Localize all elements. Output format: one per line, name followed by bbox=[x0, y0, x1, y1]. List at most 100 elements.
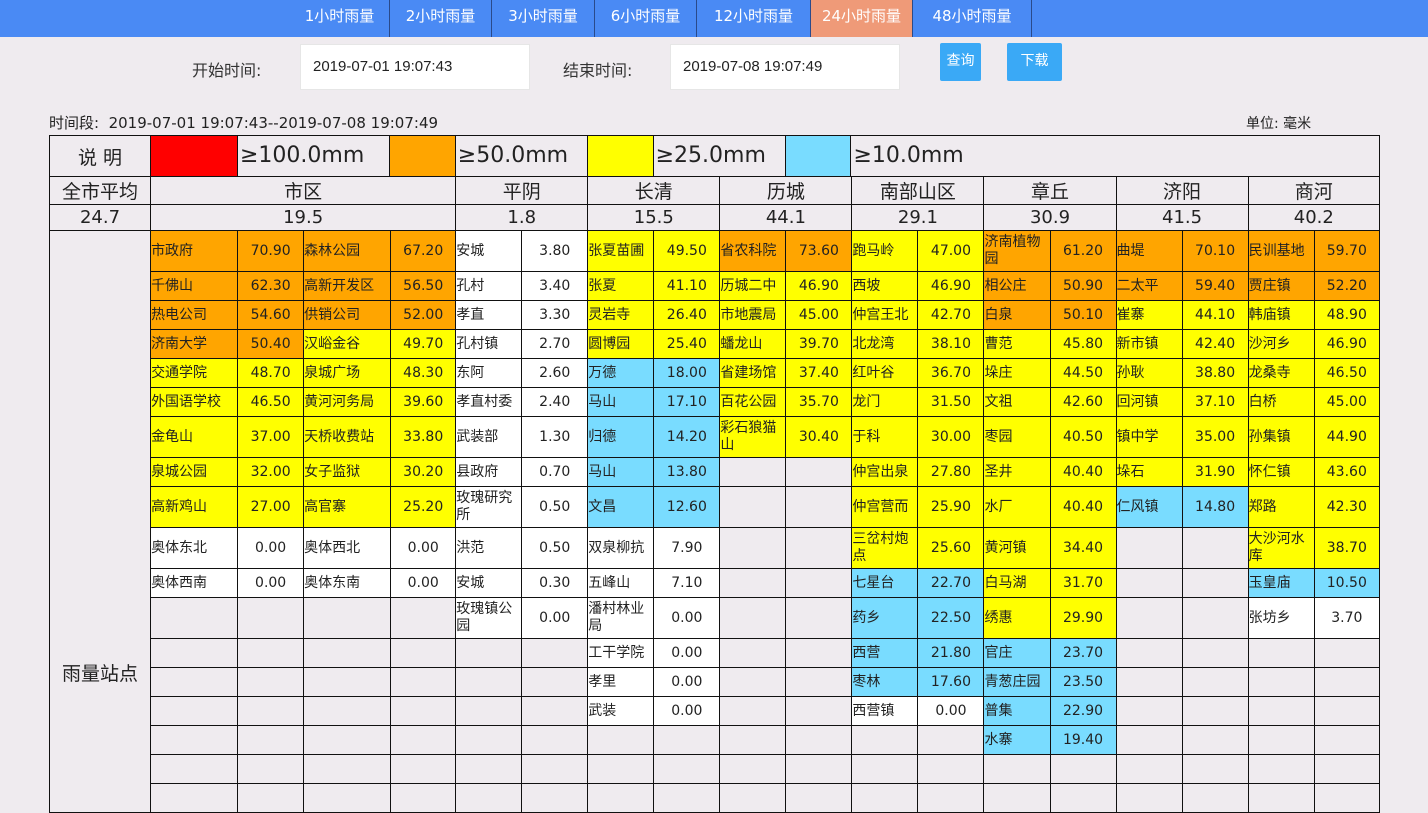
table-row: 玫瑰镇公园 0.00 潘村林业局 0.00 药乡 22.50 绣惠 29.90 张坊乡 3.70 bbox=[50, 597, 1381, 639]
station-value: 33.80 bbox=[390, 416, 457, 458]
station-value: 0.00 bbox=[917, 696, 985, 726]
station-value: 31.50 bbox=[917, 387, 985, 417]
station-name: 崔寨 bbox=[1115, 300, 1183, 330]
end-time-input[interactable]: 2019-07-08 19:07:49 bbox=[670, 44, 900, 90]
station-name: 曹范 bbox=[983, 329, 1051, 359]
station-name: 黄河镇 bbox=[983, 527, 1051, 569]
table-row: 外国语学校 46.50 黄河河务局 39.60 孝直村委 2.40 马山 17.10 百花公园 3… bbox=[50, 387, 1381, 417]
station-value: 0.00 bbox=[237, 527, 305, 569]
tab-24小时雨量[interactable]: 24小时雨量 bbox=[811, 0, 913, 37]
station-value bbox=[785, 568, 853, 598]
district-avg: 19.5 bbox=[150, 204, 457, 231]
station-value: 42.60 bbox=[1049, 387, 1117, 417]
station-name bbox=[303, 696, 392, 726]
district-header: 商河 bbox=[1247, 176, 1381, 205]
station-name: 孔村镇 bbox=[455, 329, 523, 359]
station-name: 黄河河务局 bbox=[303, 387, 392, 417]
station-value: 0.50 bbox=[521, 527, 589, 569]
station-name bbox=[1115, 667, 1183, 697]
station-name: 万德 bbox=[587, 358, 655, 388]
station-value: 54.60 bbox=[237, 300, 305, 330]
station-name bbox=[1115, 725, 1183, 755]
tab-6小时雨量[interactable]: 6小时雨量 bbox=[595, 0, 697, 37]
station-value: 35.00 bbox=[1181, 416, 1249, 458]
start-time-input[interactable]: 2019-07-01 19:07:43 bbox=[300, 44, 530, 90]
station-name bbox=[719, 457, 787, 487]
station-value: 3.40 bbox=[521, 271, 589, 301]
station-name bbox=[455, 725, 523, 755]
station-name: 北龙湾 bbox=[851, 329, 919, 359]
end-time-label: 结束时间: bbox=[563, 61, 633, 80]
station-name: 奥体西北 bbox=[303, 527, 392, 569]
station-name: 高新开发区 bbox=[303, 271, 392, 301]
station-value bbox=[1313, 783, 1381, 813]
station-value bbox=[785, 638, 853, 668]
station-name bbox=[1247, 754, 1315, 784]
rainfall-table: 说 明 ≥100.0mm ≥50.0mm ≥25.0mm ≥10.0mm 全市平均 市区… bbox=[48, 135, 1381, 813]
station-value: 39.60 bbox=[390, 387, 457, 417]
station-name: 高新鸡山 bbox=[150, 486, 239, 528]
station-value bbox=[1181, 696, 1249, 726]
station-value: 73.60 bbox=[785, 230, 853, 272]
station-value bbox=[785, 696, 853, 726]
station-value: 0.00 bbox=[521, 597, 589, 639]
station-value: 10.50 bbox=[1313, 568, 1381, 598]
station-value: 17.60 bbox=[917, 667, 985, 697]
station-name: 西营镇 bbox=[851, 696, 919, 726]
district-avg: 1.8 bbox=[455, 204, 589, 231]
tab-48小时雨量[interactable]: 48小时雨量 bbox=[913, 0, 1032, 37]
station-name: 奥体西南 bbox=[150, 568, 239, 598]
station-name bbox=[719, 568, 787, 598]
station-name: 马山 bbox=[587, 457, 655, 487]
station-name: 沙河乡 bbox=[1247, 329, 1315, 359]
station-name: 泉城公园 bbox=[150, 457, 239, 487]
station-value bbox=[1181, 754, 1249, 784]
station-name: 孝直村委 bbox=[455, 387, 523, 417]
station-value: 12.60 bbox=[653, 486, 721, 528]
station-value: 2.70 bbox=[521, 329, 589, 359]
district-header: 南部山区 bbox=[851, 176, 985, 205]
station-value: 25.20 bbox=[390, 486, 457, 528]
station-value bbox=[653, 783, 721, 813]
table-row: 孝里 0.00 枣林 17.60 青葱庄园 23.50 bbox=[50, 667, 1381, 697]
station-name: 绣惠 bbox=[983, 597, 1051, 639]
station-value: 0.00 bbox=[653, 696, 721, 726]
query-button[interactable]: 查询 bbox=[940, 43, 981, 81]
station-value bbox=[237, 667, 305, 697]
download-button[interactable]: 下载 bbox=[1007, 43, 1062, 81]
station-value bbox=[917, 783, 985, 813]
station-name bbox=[1115, 754, 1183, 784]
station-value: 46.50 bbox=[237, 387, 305, 417]
station-name: 仲宫营而 bbox=[851, 486, 919, 528]
tab-2小时雨量[interactable]: 2小时雨量 bbox=[390, 0, 492, 37]
station-name bbox=[1247, 725, 1315, 755]
station-name bbox=[1115, 527, 1183, 569]
station-value bbox=[653, 754, 721, 784]
station-value: 0.00 bbox=[237, 568, 305, 598]
station-name: 五峰山 bbox=[587, 568, 655, 598]
station-name: 枣林 bbox=[851, 667, 919, 697]
station-name: 张夏苗圃 bbox=[587, 230, 655, 272]
station-name: 文祖 bbox=[983, 387, 1051, 417]
station-name: 交通学院 bbox=[150, 358, 239, 388]
legend-label: 说 明 bbox=[48, 135, 152, 177]
tab-1小时雨量[interactable]: 1小时雨量 bbox=[290, 0, 390, 37]
station-value: 37.00 bbox=[237, 416, 305, 458]
station-name: 历城二中 bbox=[719, 271, 787, 301]
district-header: 章丘 bbox=[983, 176, 1117, 205]
station-value: 56.50 bbox=[390, 271, 457, 301]
station-value: 25.40 bbox=[653, 329, 721, 359]
station-name bbox=[1247, 696, 1315, 726]
station-name: 双泉柳抗 bbox=[587, 527, 655, 569]
station-name bbox=[455, 638, 523, 668]
district-avg: 40.2 bbox=[1247, 204, 1381, 231]
station-name: 郑路 bbox=[1247, 486, 1315, 528]
station-value bbox=[521, 638, 589, 668]
tab-12小时雨量[interactable]: 12小时雨量 bbox=[697, 0, 811, 37]
table-row bbox=[50, 783, 1381, 813]
station-name: 济南大学 bbox=[150, 329, 239, 359]
tab-3小时雨量[interactable]: 3小时雨量 bbox=[492, 0, 595, 37]
station-value: 22.50 bbox=[917, 597, 985, 639]
station-value: 62.30 bbox=[237, 271, 305, 301]
station-value bbox=[1049, 754, 1117, 784]
